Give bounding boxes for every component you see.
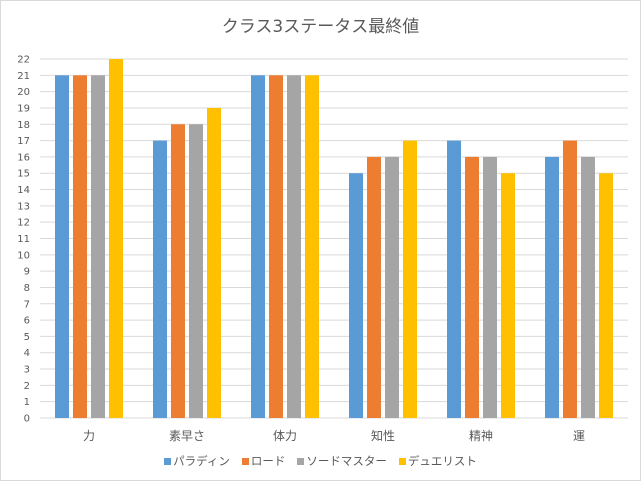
y-tick-label: 2 — [24, 381, 30, 392]
y-tick-label: 14 — [17, 185, 30, 196]
y-tick-label: 5 — [24, 332, 30, 343]
bar — [189, 124, 203, 418]
y-tick-label: 9 — [24, 267, 30, 278]
y-tick-label: 1 — [24, 397, 30, 408]
bar — [403, 140, 417, 418]
y-tick-label: 12 — [17, 218, 30, 229]
y-tick-label: 11 — [17, 234, 30, 245]
bar — [501, 173, 515, 418]
x-axis: 力 素早さ 体力 知性 精神 運 — [83, 429, 585, 443]
y-tick-label: 15 — [17, 169, 30, 180]
legend-label: パラディン — [173, 454, 230, 468]
y-tick-label: 20 — [17, 87, 30, 98]
legend-swatch — [164, 457, 172, 465]
bar — [153, 140, 167, 418]
bar — [305, 75, 319, 419]
bar — [55, 75, 69, 419]
y-tick-label: 7 — [24, 299, 30, 310]
legend-item: デュエリスト — [398, 453, 477, 469]
bar — [251, 75, 265, 419]
legend-label: ソードマスター — [306, 454, 387, 468]
legend: パラディン ロード ソードマスター デュエリスト — [0, 453, 641, 469]
bar — [545, 156, 559, 418]
bar — [171, 124, 185, 418]
bar — [563, 140, 577, 418]
bar — [385, 156, 399, 418]
y-tick-label: 6 — [24, 316, 30, 327]
x-category-label: 運 — [573, 429, 585, 443]
bar — [109, 59, 123, 418]
bar — [269, 75, 283, 419]
bar — [483, 156, 497, 418]
bar — [581, 156, 595, 418]
bar — [91, 75, 105, 419]
legend-swatch — [297, 457, 305, 465]
x-category-label: 精神 — [469, 429, 493, 443]
y-tick-label: 4 — [24, 348, 30, 359]
bar — [447, 140, 461, 418]
chart-title: クラス3ステータス最終値 — [221, 17, 420, 37]
y-tick-label: 10 — [17, 250, 30, 261]
gridlines — [40, 58, 628, 419]
bar — [349, 173, 363, 418]
bar — [599, 173, 613, 418]
bar — [207, 107, 221, 419]
bar — [73, 75, 87, 419]
bar — [287, 75, 301, 419]
bars — [55, 59, 613, 419]
y-tick-label: 16 — [17, 152, 30, 163]
bar — [465, 156, 479, 418]
x-category-label: 力 — [83, 429, 95, 443]
y-tick-label: 13 — [17, 201, 30, 212]
legend-item: ソードマスター — [297, 453, 387, 469]
legend-label: ロード — [250, 454, 286, 468]
x-category-label: 知性 — [371, 429, 395, 443]
y-tick-label: 21 — [17, 71, 30, 82]
y-tick-label: 0 — [24, 414, 30, 425]
legend-item: ロード — [241, 453, 286, 469]
x-category-label: 体力 — [273, 429, 297, 443]
y-tick-label: 22 — [17, 55, 30, 66]
bar — [367, 156, 381, 418]
legend-swatch — [398, 457, 406, 465]
legend-item: パラディン — [164, 453, 230, 469]
y-tick-label: 18 — [17, 120, 30, 131]
legend-swatch — [241, 457, 249, 465]
x-category-label: 素早さ — [169, 429, 205, 443]
y-tick-label: 17 — [17, 136, 30, 147]
y-tick-label: 19 — [17, 103, 30, 114]
legend-label: デュエリスト — [407, 454, 477, 468]
y-tick-label: 3 — [24, 365, 30, 376]
y-tick-label: 8 — [24, 283, 30, 294]
